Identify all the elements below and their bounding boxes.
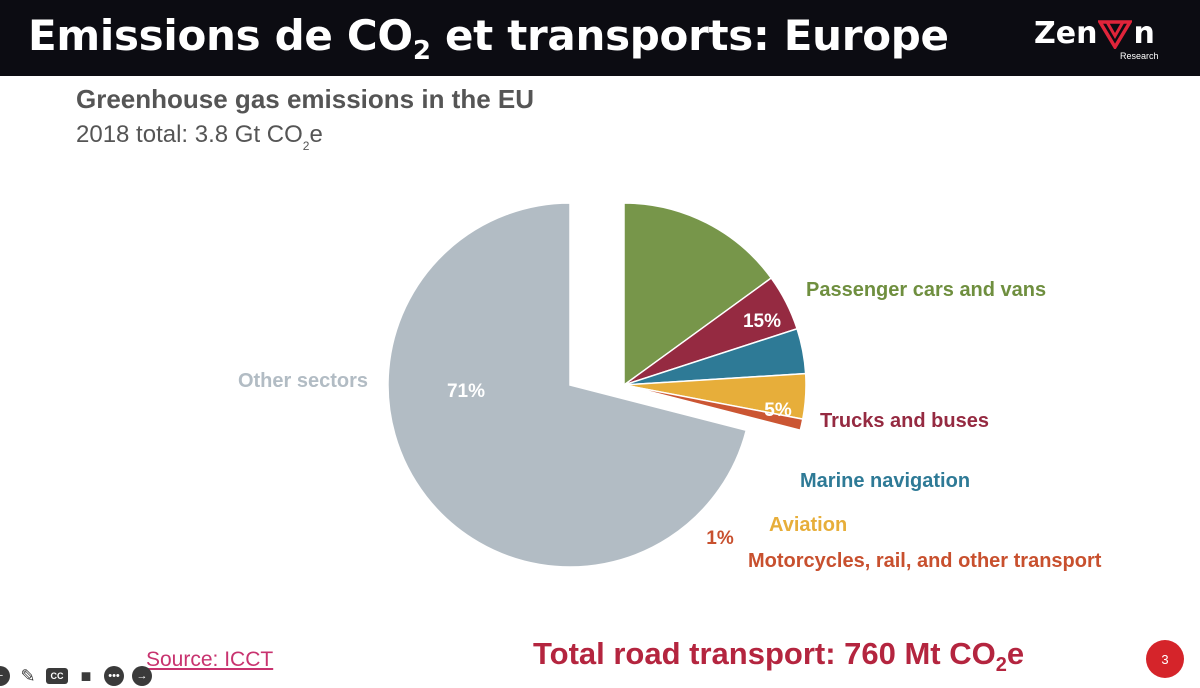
pie-category-label: Other sectors	[238, 370, 368, 392]
source-link[interactable]: Source: ICCT	[146, 648, 274, 671]
pie-value-label: 71%	[447, 381, 485, 402]
pie-category-label: Trucks and buses	[820, 410, 989, 432]
presentation-toolbar: − ✎ CC ■ ••• →	[0, 664, 152, 688]
video-off-icon[interactable]: ■	[80, 666, 92, 686]
page-number-badge: 3	[1146, 640, 1184, 678]
more-icon[interactable]: •••	[104, 666, 124, 686]
zenon-logo: Zen n Research	[1034, 16, 1174, 66]
arrow-right-icon[interactable]: →	[132, 666, 152, 686]
pie-slice-passenger-cars-and-vans	[623, 202, 773, 387]
road-transport-total: Total road transport: 760 Mt CO2e	[533, 636, 1025, 676]
closed-caption-icon[interactable]: CC	[46, 668, 68, 684]
pencil-icon[interactable]: ✎	[20, 666, 36, 686]
pie-category-label: Aviation	[769, 514, 847, 536]
slide-title: Emissions de CO2 et transports: Europe	[28, 11, 949, 66]
logo-text-right: n	[1133, 16, 1155, 51]
pie-value-label: 5%	[764, 400, 792, 421]
pie-value-label: 4%	[746, 447, 774, 468]
chart-subtitle: 2018 total: 3.8 Gt CO2e	[76, 121, 323, 153]
title-bar: Emissions de CO2 et transports: Europe Z…	[0, 0, 1200, 76]
pie-category-label: Passenger cars and vans	[806, 279, 1046, 301]
pie-slice-other-sectors	[387, 202, 748, 568]
pie-category-label: Marine navigation	[800, 470, 970, 492]
pie-value-label: 1%	[706, 528, 734, 549]
pie-category-label: Motorcycles, rail, and other transport	[748, 550, 1102, 572]
logo-subtitle: Research	[1120, 51, 1159, 61]
pie-value-label: 15%	[743, 311, 781, 332]
triangle-v-logo-icon	[1098, 20, 1133, 49]
chart-title: Greenhouse gas emissions in the EU	[76, 84, 535, 114]
logo-text-left: Zen	[1034, 16, 1098, 51]
pie-value-label: 4%	[722, 480, 750, 501]
minus-circle-icon[interactable]: −	[0, 666, 10, 686]
pie-slice-motorcycles-rail-and-other-transport	[623, 384, 804, 432]
